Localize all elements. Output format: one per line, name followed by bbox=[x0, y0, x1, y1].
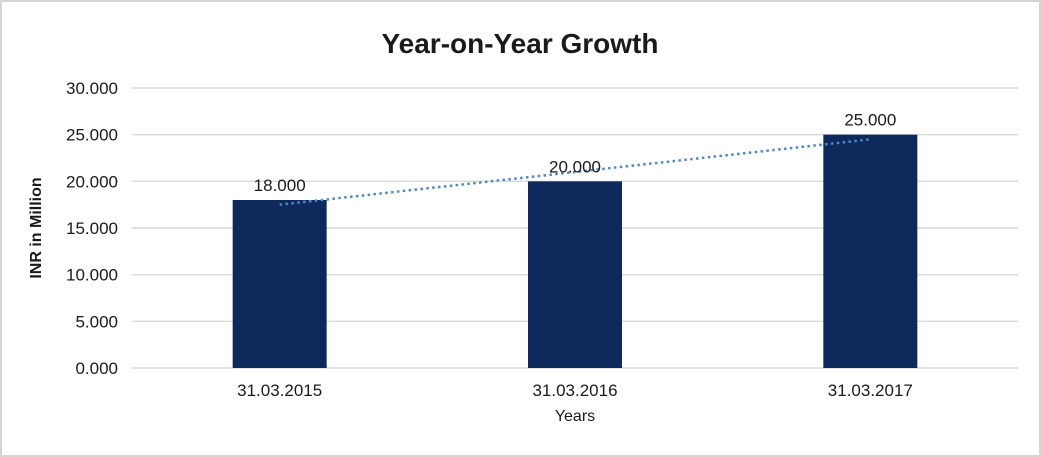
labels-group: 0.000 5.000 10.000 15.000 20.000 25.000 30.000… bbox=[66, 79, 913, 400]
x-category-label: 31.03.2015 bbox=[237, 381, 322, 400]
x-category-label: 31.03.2016 bbox=[532, 381, 617, 400]
bar bbox=[232, 200, 327, 368]
x-axis-title: Years bbox=[555, 408, 595, 425]
y-tick-label: 15.000 bbox=[66, 219, 118, 238]
y-tick-label: 10.000 bbox=[66, 266, 118, 285]
bar-value-label: 18.000 bbox=[254, 176, 306, 195]
chart-title: Year-on-Year Growth bbox=[382, 28, 659, 59]
y-axis-title: INR in Million bbox=[28, 177, 45, 278]
bars-group bbox=[232, 134, 918, 368]
bar bbox=[528, 181, 622, 368]
y-tick-label: 20.000 bbox=[66, 172, 118, 191]
y-tick-label: 25.000 bbox=[66, 126, 118, 145]
y-tick-label: 5.000 bbox=[75, 312, 118, 331]
bar-value-label: 20.000 bbox=[549, 157, 601, 176]
trendline-group bbox=[279, 138, 871, 206]
trendline bbox=[279, 138, 871, 206]
bar-value-label: 25.000 bbox=[844, 111, 896, 130]
y-tick-label: 30.000 bbox=[66, 79, 118, 98]
y-tick-label: 0.000 bbox=[75, 359, 118, 378]
x-category-label: 31.03.2017 bbox=[828, 381, 913, 400]
bar bbox=[823, 134, 918, 368]
